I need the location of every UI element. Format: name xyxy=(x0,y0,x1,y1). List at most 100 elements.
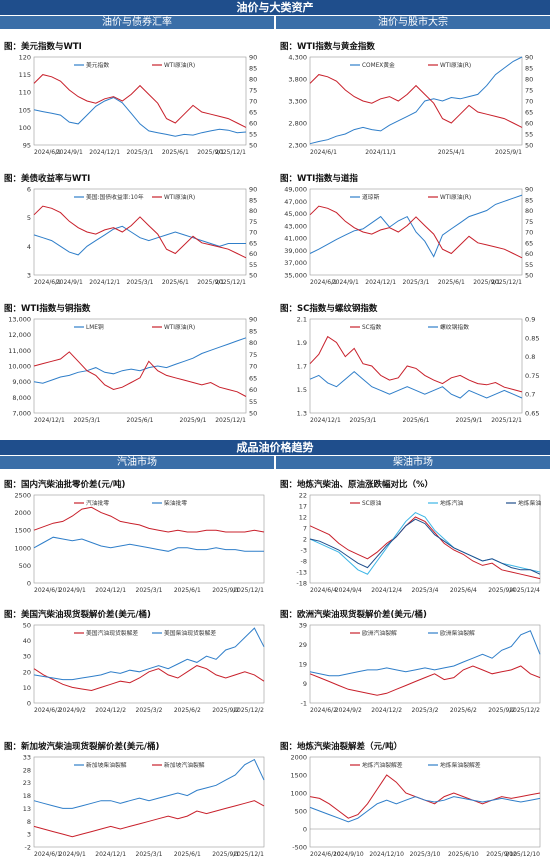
legend-label: LME铜 xyxy=(86,323,104,331)
y-right-tick-label: 60 xyxy=(249,120,257,128)
y-right-tick-label: 0.8 xyxy=(525,353,535,361)
series-line-1 xyxy=(33,758,265,809)
y-tick-label: 2,800 xyxy=(288,120,307,128)
y-tick-label: 4,300 xyxy=(288,54,307,62)
y-tick-label: 12 xyxy=(299,514,307,522)
y-tick-label: 2.1 xyxy=(297,316,307,324)
x-tick-label: 2025/6/1 xyxy=(162,279,189,286)
y-tick-label: 39 xyxy=(299,622,307,630)
plot-area xyxy=(309,624,541,704)
y-tick-label: 28 xyxy=(23,766,31,774)
y-right-tick-label: 80 xyxy=(525,207,533,215)
plot-area xyxy=(309,756,541,848)
x-tick-label: 2024/9/1 xyxy=(59,851,86,858)
y-right-tick-label: 70 xyxy=(525,98,533,106)
x-tick-label: 2025/4/1 xyxy=(438,149,465,156)
legend-label: 美元指数 xyxy=(86,61,109,69)
y-right-tick-label: 65 xyxy=(249,239,257,247)
y-tick-label: 37,000 xyxy=(284,259,307,267)
series-line-2 xyxy=(33,627,265,681)
y-right-tick-label: 70 xyxy=(249,229,257,237)
x-tick-label: 2025/6/1 xyxy=(162,149,189,156)
y-tick-label: 0 xyxy=(303,826,307,834)
y-tick-label: 22 xyxy=(299,492,307,500)
y-tick-label: 20 xyxy=(23,668,31,676)
x-tick-label: 2025/6/1 xyxy=(403,417,430,424)
series-line-2 xyxy=(33,205,247,259)
y-right-tick-label: 85 xyxy=(249,196,257,204)
plot-area xyxy=(309,494,541,584)
chart-panel-local-change: 图：地炼汽柴油、原油涨跌幅对比（%） -18 -13 -8 -3 2 7 12 17 22 202… xyxy=(280,478,546,598)
y-tick-label: 8,000 xyxy=(12,394,31,402)
x-tick-label: 2025/6/10 xyxy=(448,851,479,858)
x-tick-label: 2025/9/1 xyxy=(212,851,239,858)
y-tick-label: 120 xyxy=(19,54,31,62)
x-tick-label: 2025/12/1 xyxy=(233,587,264,594)
y-right-tick-label: 55 xyxy=(525,131,533,139)
y-tick-label: 11,000 xyxy=(8,347,31,355)
y-right-tick-label: 50 xyxy=(249,142,257,150)
chart-panel-sc-rebar: 图：SC指数与螺纹钢指数 1.3 1.5 1.7 1.9 2.1 0.65 0.7 0.75 0… xyxy=(280,302,546,428)
series-line-2 xyxy=(33,800,265,838)
x-tick-label: 2024/12/1 xyxy=(365,279,396,286)
chart-title: 图：新加坡汽柴油现货裂解价差(美元/桶) xyxy=(4,742,160,752)
x-tick-label: 2024/12/1 xyxy=(89,149,120,156)
x-tick-label: 2025/3/10 xyxy=(410,851,441,858)
y-tick-label: 45,000 xyxy=(284,210,307,218)
y-tick-label: -1 xyxy=(301,700,307,708)
y-right-tick-label: 80 xyxy=(249,207,257,215)
x-tick-label: 2025/6/1 xyxy=(438,279,465,286)
x-tick-label: 2025/9/2 xyxy=(488,707,515,714)
y-right-tick-label: 55 xyxy=(249,398,257,406)
y-tick-label: 29 xyxy=(299,641,307,649)
legend-label: 地炼柴油裂解差 xyxy=(440,761,481,769)
chart-wti-copper: 7,000 8,000 9,000 10,000 11,000 12,000 13,000 5… xyxy=(8,316,257,425)
y-right-tick-label: 60 xyxy=(525,250,533,258)
x-tick-label: 2024/12/1 xyxy=(310,417,341,424)
series-line-2 xyxy=(309,796,541,823)
y-tick-label: 2000 xyxy=(14,509,31,517)
y-tick-label: 500 xyxy=(19,562,31,570)
y-tick-label: 1500 xyxy=(14,527,31,535)
y-tick-label: 13 xyxy=(23,805,31,813)
x-tick-label: 2025/6/2 xyxy=(450,707,477,714)
series-line-2 xyxy=(33,74,247,128)
x-tick-label: 2024/9/1 xyxy=(59,587,86,594)
x-tick-label: 2025/12/2 xyxy=(509,707,540,714)
y-tick-label: 9 xyxy=(303,680,307,688)
y-tick-label: 30 xyxy=(23,653,31,661)
plot-area xyxy=(309,188,523,276)
x-tick-label: 2025/3/4 xyxy=(412,587,439,594)
x-tick-label: 2025/9/1 xyxy=(456,417,483,424)
y-right-tick-label: 70 xyxy=(249,363,257,371)
y-tick-label: 1.3 xyxy=(297,410,307,418)
y-tick-label: 18 xyxy=(23,792,31,800)
x-tick-label: 2025/12/2 xyxy=(233,707,264,714)
y-right-tick-label: 75 xyxy=(525,218,533,226)
x-tick-label: 2024/12/1 xyxy=(95,587,126,594)
y-tick-label: -500 xyxy=(292,844,307,852)
chart-panel-domestic-spread: 图：国内汽柴油批零价差(元/吨) 0 500 1000 1500 2000 2500 202… xyxy=(4,478,270,598)
legend-label: 地炼柴油 xyxy=(518,499,541,507)
y-tick-label: 2,300 xyxy=(288,142,307,150)
x-tick-label: 2025/9/10 xyxy=(486,851,517,858)
x-tick-label: 2024/6/2 xyxy=(34,707,61,714)
series-line-1 xyxy=(33,506,265,533)
y-right-tick-label: 60 xyxy=(249,250,257,258)
y-tick-label: 7 xyxy=(303,525,307,533)
y-tick-label: 2 xyxy=(303,536,307,544)
y-tick-label: 41,000 xyxy=(284,235,307,243)
y-right-tick-label: 90 xyxy=(249,54,257,62)
y-right-tick-label: 90 xyxy=(249,316,257,324)
y-right-tick-label: 55 xyxy=(525,261,533,269)
chart-panel-sg-crack: 图：新加坡汽柴油现货裂解价差(美元/桶) -2 3 8 13 18 23 28 33 2024/… xyxy=(4,740,270,862)
legend-label: 道琼斯 xyxy=(362,193,380,201)
x-tick-label: 2025/9/4 xyxy=(488,587,515,594)
y-right-tick-label: 65 xyxy=(249,374,257,382)
legend-label: 欧洲柴油裂解 xyxy=(440,629,475,637)
y-right-tick-label: 0.9 xyxy=(525,316,535,324)
